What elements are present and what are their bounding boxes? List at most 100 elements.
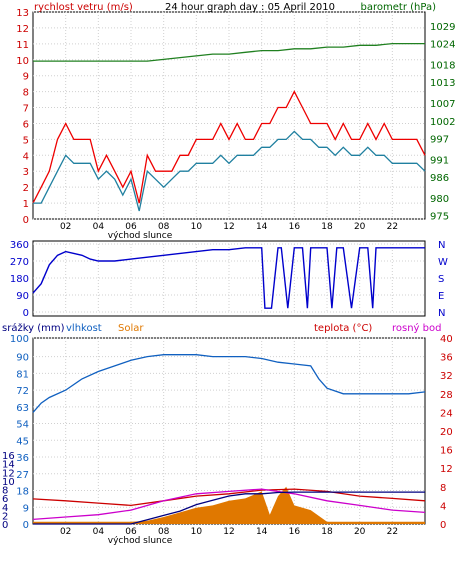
x-tick-label: 20 <box>354 222 366 232</box>
rain-tick: 16 <box>2 451 15 462</box>
rain-axis-label: srážky (mm) <box>2 322 65 334</box>
rain-line <box>33 491 425 525</box>
direction-compass-tick: N <box>438 240 445 251</box>
humidity-tick: 54 <box>16 420 29 431</box>
wind-speed-tick: 6 <box>23 119 29 130</box>
barometer-tick: 1013 <box>430 78 455 89</box>
direction-degree-ticks: 0 90 180 270 360 <box>10 240 29 319</box>
wind-panel-x-ticks: 02 04 06 08 10 12 14 16 18 20 22 <box>60 222 398 232</box>
direction-degree-tick: 180 <box>10 274 29 285</box>
direction-compass-tick: S <box>438 274 444 285</box>
sunrise-label-bottom: východ slunce <box>108 536 173 546</box>
barometer-tick: 1007 <box>430 99 455 110</box>
x-tick-label: 10 <box>191 222 203 232</box>
humidity-tick: 36 <box>16 453 29 464</box>
x-tick-label: 20 <box>354 527 366 537</box>
direction-degree-tick: 0 <box>23 308 29 319</box>
x-tick-label: 14 <box>256 527 268 537</box>
wind-speed-tick: 12 <box>16 24 29 35</box>
x-tick-label: 22 <box>387 527 398 537</box>
x-tick-label: 08 <box>158 527 170 537</box>
x-tick-label: 22 <box>387 222 398 232</box>
barometer-tick: 980 <box>430 194 449 205</box>
rain-tick: 6 <box>2 494 8 505</box>
temperature-ticks: 0 4 8 12 16 20 24 28 32 36 40 <box>440 334 453 531</box>
x-tick-label: 08 <box>158 222 170 232</box>
direction-compass-tick: W <box>438 257 448 268</box>
barometer-ticks: 975 980 986 991 997 1002 1007 1013 1018 1024 1029 <box>430 22 455 222</box>
barometer-axis-label: barometr (hPa) <box>361 2 437 13</box>
temperature-tick: 16 <box>440 446 453 457</box>
temperature-tick: 12 <box>440 464 453 475</box>
x-tick-label: 06 <box>125 527 137 537</box>
rain-tick: 2 <box>2 511 8 522</box>
rain-tick: 12 <box>2 468 15 479</box>
climate-panel-x-ticks: 02 04 06 08 10 12 14 16 18 20 22 <box>60 527 398 537</box>
barometer-tick: 1002 <box>430 117 455 128</box>
rain-tick: 8 <box>2 486 8 497</box>
x-tick-label: 04 <box>93 527 105 537</box>
temperature-tick: 28 <box>440 390 453 401</box>
direction-degree-tick: 270 <box>10 257 29 268</box>
solar-area <box>33 486 425 524</box>
x-tick-label: 16 <box>289 527 301 537</box>
humidity-tick: 0 <box>23 520 29 531</box>
wind-speed-tick: 5 <box>23 135 29 146</box>
barometer-tick: 986 <box>430 173 449 184</box>
humidity-ticks: 0 9 18 27 36 45 54 63 72 81 90 100 <box>10 334 29 531</box>
wind-speed-tick: 9 <box>23 72 29 83</box>
humidity-tick: 45 <box>16 436 29 447</box>
wind-speed-tick: 3 <box>23 167 29 178</box>
chart-title: 24 hour graph day : 05 April 2010 <box>165 2 335 13</box>
barometer-tick: 997 <box>430 134 449 145</box>
humidity-tick: 90 <box>16 353 29 364</box>
temperature-line <box>32 488 426 507</box>
direction-degree-tick: 360 <box>10 240 29 251</box>
barometer-tick: 991 <box>430 155 449 166</box>
wind-speed-tick: 10 <box>16 56 29 67</box>
x-tick-label: 02 <box>60 222 71 232</box>
temperature-tick: 24 <box>440 408 453 419</box>
temperature-axis-label: teplota (°C) <box>314 323 372 334</box>
x-tick-label: 16 <box>289 222 301 232</box>
wind-speed-tick: 13 <box>16 8 29 19</box>
gust-line <box>32 90 426 204</box>
dewpoint-line <box>32 488 426 521</box>
x-tick-label: 04 <box>93 222 105 232</box>
barometer-tick: 1029 <box>430 22 455 33</box>
climate-panel: srážky (mm) vlhkost Solar teplota (°C) r… <box>2 322 453 546</box>
barometer-tick: 1018 <box>430 61 455 72</box>
x-tick-label: 12 <box>223 222 234 232</box>
direction-degree-tick: 90 <box>16 291 29 302</box>
humidity-tick: 18 <box>16 487 29 498</box>
temperature-tick: 40 <box>440 334 453 345</box>
temperature-tick: 20 <box>440 427 453 438</box>
wind-speed-tick: 4 <box>23 151 29 162</box>
direction-panel-series <box>32 247 425 309</box>
dewpoint-label: rosný bod <box>392 322 441 334</box>
rain-tick: 0 <box>2 520 8 531</box>
humidity-tick: 9 <box>23 503 29 514</box>
rain-tick: 4 <box>2 503 8 514</box>
wind-panel-frame <box>32 11 426 220</box>
x-tick-label: 10 <box>191 527 203 537</box>
barometer-line <box>33 42 425 62</box>
temperature-tick: 8 <box>440 483 446 494</box>
x-tick-label: 12 <box>223 527 234 537</box>
humidity-tick: 27 <box>16 470 29 481</box>
temperature-tick: 4 <box>440 501 446 512</box>
humidity-tick: 63 <box>16 403 29 414</box>
humidity-tick: 81 <box>16 369 29 380</box>
temperature-tick: 32 <box>440 371 453 382</box>
x-tick-label: 18 <box>321 527 333 537</box>
wind-speed-tick: 1 <box>23 199 29 210</box>
wind-speed-tick: 0 <box>23 215 29 226</box>
barometer-tick: 975 <box>430 211 449 222</box>
wind-panel-series <box>32 42 426 212</box>
x-tick-label: 06 <box>125 222 137 232</box>
